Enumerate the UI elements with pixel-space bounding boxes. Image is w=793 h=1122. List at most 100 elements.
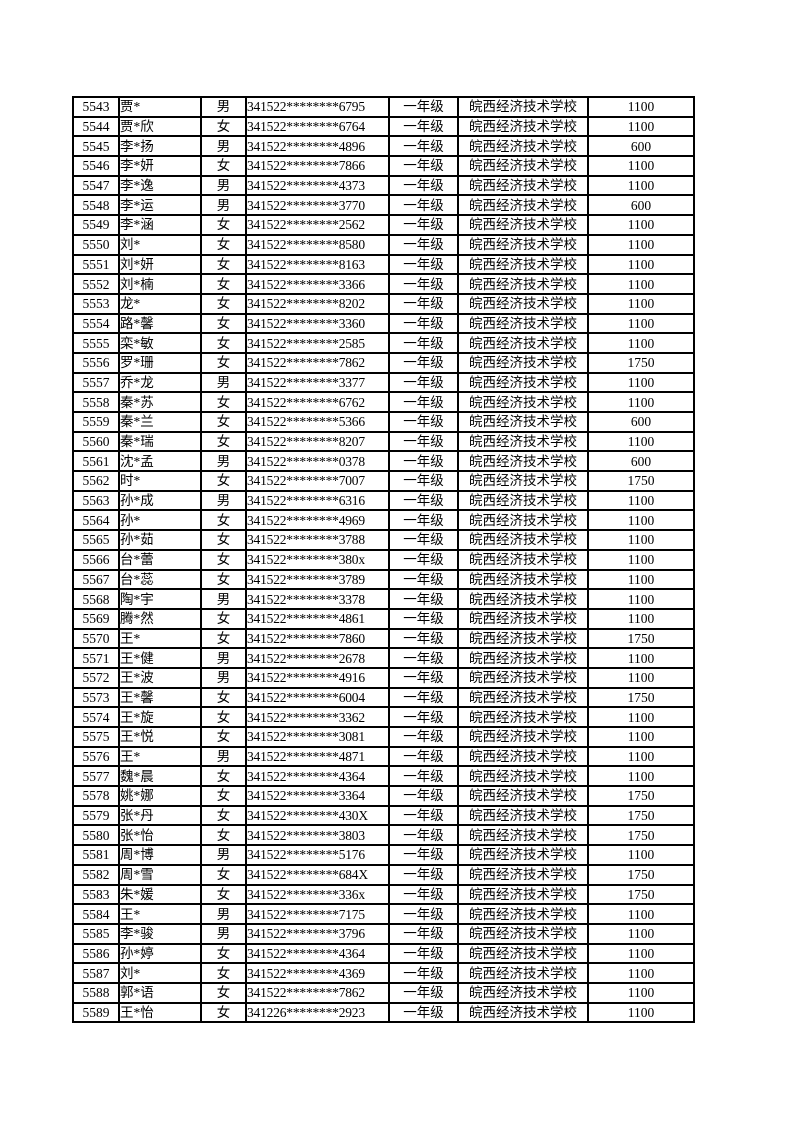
cell-school: 皖西经济技术学校 — [458, 707, 588, 727]
cell-subsidy-amount: 1100 — [588, 845, 694, 865]
cell-id-card-masked: 341522********8163 — [246, 254, 389, 275]
cell-student-name: 郭*语 — [119, 982, 201, 1003]
cell-gender: 女 — [201, 766, 246, 787]
cell-student-name: 李*逸 — [119, 175, 201, 196]
table-row: 5560 秦*瑞女 341522********8207 一年级 皖西经济技术学校 110… — [73, 431, 694, 452]
cell-gender: 女 — [201, 116, 246, 137]
cell-grade: 一年级 — [389, 982, 458, 1003]
cell-subsidy-amount: 1100 — [588, 589, 694, 609]
cell-grade: 一年级 — [389, 490, 458, 511]
cell-subsidy-amount: 1100 — [588, 234, 694, 255]
cell-gender: 女 — [201, 313, 246, 334]
cell-grade: 一年级 — [389, 431, 458, 452]
cell-school: 皖西经济技术学校 — [458, 549, 588, 570]
cell-grade: 一年级 — [389, 805, 458, 826]
cell-school: 皖西经济技术学校 — [458, 293, 588, 314]
cell-grade: 一年级 — [389, 667, 458, 688]
cell-id-card-masked: 341522********2562 — [246, 215, 389, 235]
cell-student-name: 路*馨 — [119, 313, 201, 334]
cell-subsidy-amount: 1750 — [588, 352, 694, 373]
cell-subsidy-amount: 1100 — [588, 923, 694, 944]
cell-gender: 女 — [201, 864, 246, 885]
cell-student-name: 刘* — [119, 963, 201, 983]
table-row: 5566 台*蕾女 341522********380x 一年级 皖西经济技术学校 110… — [73, 549, 694, 570]
cell-gender: 男 — [201, 667, 246, 688]
cell-gender: 男 — [201, 372, 246, 393]
cell-gender: 女 — [201, 156, 246, 176]
table-row: 5556 罗*珊女 341522********7862 一年级 皖西经济技术学校 175… — [73, 352, 694, 373]
cell-grade: 一年级 — [389, 727, 458, 747]
cell-id-card-masked: 341522********3366 — [246, 274, 389, 294]
cell-subsidy-amount: 1750 — [588, 884, 694, 905]
cell-serial-number: 5550 — [73, 234, 119, 255]
cell-student-name: 栾*敏 — [119, 333, 201, 353]
cell-serial-number: 5573 — [73, 687, 119, 708]
cell-grade: 一年级 — [389, 392, 458, 412]
cell-school: 皖西经济技术学校 — [458, 746, 588, 767]
cell-serial-number: 5543 — [73, 97, 119, 117]
cell-serial-number: 5563 — [73, 490, 119, 511]
cell-grade: 一年级 — [389, 884, 458, 905]
cell-student-name: 王*旋 — [119, 707, 201, 727]
cell-grade: 一年级 — [389, 687, 458, 708]
cell-serial-number: 5546 — [73, 156, 119, 176]
cell-id-card-masked: 341522********4373 — [246, 175, 389, 196]
cell-student-name: 秦*苏 — [119, 392, 201, 412]
cell-subsidy-amount: 1750 — [588, 628, 694, 649]
cell-gender: 男 — [201, 175, 246, 196]
cell-student-name: 罗*珊 — [119, 352, 201, 373]
cell-id-card-masked: 341522********3377 — [246, 372, 389, 393]
table-row: 5571 王*健男 341522********2678 一年级 皖西经济技术学校 110… — [73, 648, 694, 668]
cell-serial-number: 5580 — [73, 825, 119, 846]
cell-subsidy-amount: 1100 — [588, 156, 694, 176]
cell-student-name: 王*健 — [119, 648, 201, 668]
cell-student-name: 王* — [119, 628, 201, 649]
cell-school: 皖西经济技术学校 — [458, 530, 588, 550]
table-row: 5557 乔*龙男 341522********3377 一年级 皖西经济技术学校 110… — [73, 372, 694, 393]
cell-school: 皖西经济技术学校 — [458, 372, 588, 393]
cell-serial-number: 5578 — [73, 786, 119, 806]
cell-school: 皖西经济技术学校 — [458, 97, 588, 117]
cell-serial-number: 5582 — [73, 864, 119, 885]
cell-serial-number: 5551 — [73, 254, 119, 275]
cell-subsidy-amount: 1100 — [588, 1002, 694, 1023]
cell-student-name: 孙* — [119, 510, 201, 531]
cell-serial-number: 5586 — [73, 943, 119, 964]
cell-id-card-masked: 341522********8207 — [246, 431, 389, 452]
cell-serial-number: 5567 — [73, 569, 119, 590]
cell-gender: 男 — [201, 648, 246, 668]
table-row: 5585 李*骏男 341522********3796 一年级 皖西经济技术学校 110… — [73, 923, 694, 944]
table-row: 5546 李*妍女 341522********7866 一年级 皖西经济技术学校 110… — [73, 156, 694, 176]
cell-grade: 一年级 — [389, 825, 458, 846]
cell-gender: 女 — [201, 392, 246, 412]
cell-serial-number: 5559 — [73, 412, 119, 432]
cell-student-name: 孙*成 — [119, 490, 201, 511]
cell-student-name: 台*蕊 — [119, 569, 201, 590]
table-row: 5573 王*馨女 341522********6004 一年级 皖西经济技术学校 175… — [73, 687, 694, 708]
cell-school: 皖西经济技术学校 — [458, 982, 588, 1003]
cell-serial-number: 5561 — [73, 451, 119, 472]
cell-subsidy-amount: 1750 — [588, 687, 694, 708]
cell-gender: 男 — [201, 451, 246, 472]
cell-grade: 一年级 — [389, 313, 458, 334]
cell-subsidy-amount: 1100 — [588, 943, 694, 964]
cell-id-card-masked: 341522********3770 — [246, 195, 389, 216]
cell-subsidy-amount: 1100 — [588, 549, 694, 570]
table-row: 5563 孙*成男 341522********6316 一年级 皖西经济技术学校 110… — [73, 490, 694, 511]
cell-gender: 女 — [201, 569, 246, 590]
cell-school: 皖西经济技术学校 — [458, 628, 588, 649]
table-row: 5583 朱*媛女 341522********336x 一年级 皖西经济技术学校 175… — [73, 884, 694, 905]
cell-id-card-masked: 341522********7175 — [246, 904, 389, 924]
cell-subsidy-amount: 1100 — [588, 667, 694, 688]
cell-school: 皖西经济技术学校 — [458, 667, 588, 688]
cell-id-card-masked: 341522********6764 — [246, 116, 389, 137]
cell-gender: 女 — [201, 254, 246, 275]
cell-serial-number: 5548 — [73, 195, 119, 216]
cell-grade: 一年级 — [389, 864, 458, 885]
table-row: 5582 周*雪女 341522********684X 一年级 皖西经济技术学校 175… — [73, 864, 694, 885]
cell-serial-number: 5570 — [73, 628, 119, 649]
cell-school: 皖西经济技术学校 — [458, 195, 588, 216]
cell-school: 皖西经济技术学校 — [458, 175, 588, 196]
cell-student-name: 乔*龙 — [119, 372, 201, 393]
cell-school: 皖西经济技术学校 — [458, 845, 588, 865]
